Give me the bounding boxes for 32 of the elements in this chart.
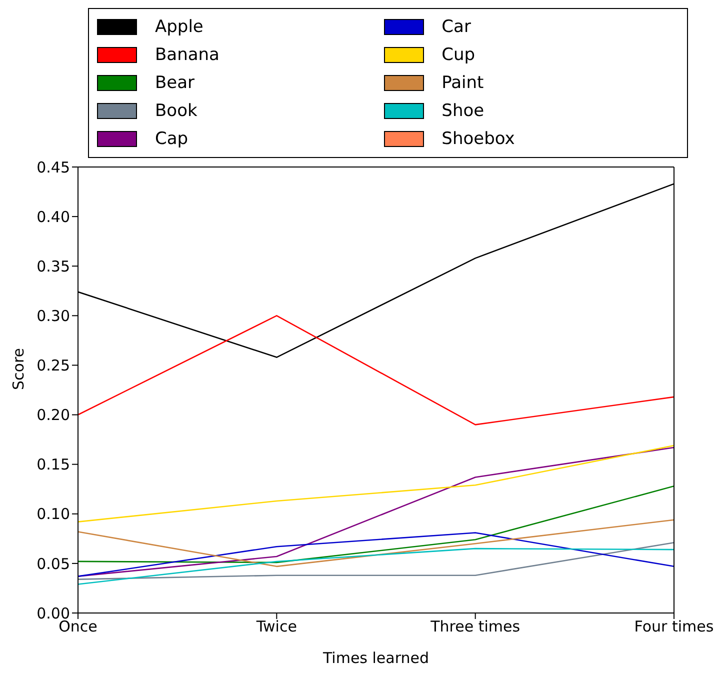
legend-label: Car [442,17,471,37]
y-tick-label: 0.30 [36,306,70,325]
legend-label: Banana [155,45,220,65]
legend-label: Book [155,101,198,121]
y-tick-label: 0.40 [36,208,70,226]
line-series [78,548,674,585]
x-tick-label: Three times [430,618,520,636]
legend-label: Cup [442,45,476,65]
legend-label: Bear [155,73,195,93]
y-tick-label: 0.35 [36,257,70,276]
y-axis-title: Score [9,348,28,390]
line-series [78,485,674,564]
legend-label: Shoebox [442,129,515,149]
legend-label: Paint [442,73,484,93]
line-series [78,532,674,577]
legend-label: Cap [155,129,188,149]
x-axis-title: Times learned [322,649,430,667]
y-tick-label: 0.45 [36,158,70,176]
y-tick-label: 0.15 [36,456,70,474]
legend-label: Shoe [442,101,484,121]
y-tick-label: 0.10 [36,505,70,524]
line-series [78,519,674,568]
x-tick-label: Twice [255,618,297,636]
line-series [78,446,674,577]
y-tick-label: 0.05 [36,554,70,573]
legend-label: Apple [155,17,204,37]
line-series [78,444,674,522]
line-series [78,315,674,426]
x-tick-label: Four times [634,618,714,636]
y-tick-label: 0.25 [36,356,70,375]
x-tick-label: Once [58,618,98,636]
y-tick-label: 0.20 [36,406,70,424]
